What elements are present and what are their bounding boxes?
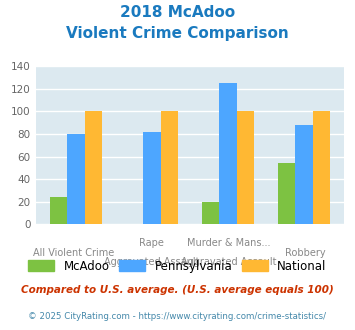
Text: Aggravated Assault: Aggravated Assault xyxy=(104,257,199,267)
Bar xyxy=(202,202,219,224)
Text: Violent Crime Comparison: Violent Crime Comparison xyxy=(66,26,289,41)
Text: Murder & Mans...: Murder & Mans... xyxy=(187,238,270,248)
Text: 2018 McAdoo: 2018 McAdoo xyxy=(120,5,235,20)
Bar xyxy=(237,111,254,224)
Text: © 2025 CityRating.com - https://www.cityrating.com/crime-statistics/: © 2025 CityRating.com - https://www.city… xyxy=(28,312,327,321)
Bar xyxy=(84,111,102,224)
Legend: McAdoo, Pennsylvania, National: McAdoo, Pennsylvania, National xyxy=(24,255,331,278)
Text: All Violent Crime: All Violent Crime xyxy=(33,248,115,257)
Text: Compared to U.S. average. (U.S. average equals 100): Compared to U.S. average. (U.S. average … xyxy=(21,285,334,295)
Text: Rape: Rape xyxy=(139,238,164,248)
Bar xyxy=(278,163,295,224)
Text: Aggravated Assault: Aggravated Assault xyxy=(181,257,276,267)
Bar xyxy=(50,197,67,224)
Bar xyxy=(160,111,178,224)
Text: Robbery: Robbery xyxy=(285,248,326,257)
Bar xyxy=(219,83,237,224)
Bar xyxy=(67,134,84,224)
Bar xyxy=(313,111,330,224)
Bar xyxy=(143,132,160,224)
Bar xyxy=(295,125,313,224)
